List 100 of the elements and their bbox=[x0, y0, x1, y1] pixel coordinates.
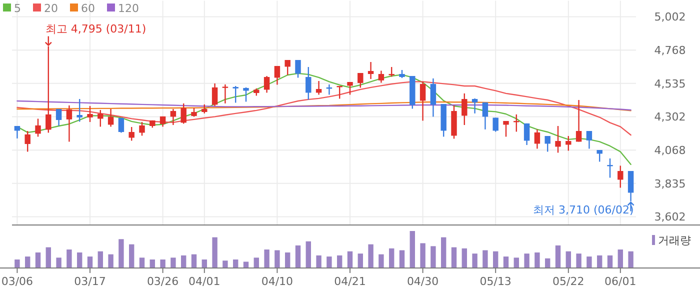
bar bbox=[233, 259, 238, 268]
x-tick-label: 03/26 bbox=[146, 275, 179, 288]
bar bbox=[87, 256, 93, 268]
candlestick bbox=[24, 130, 30, 152]
bar bbox=[285, 252, 290, 268]
legend-label: 5 bbox=[14, 2, 21, 15]
bar bbox=[181, 255, 186, 268]
line-series bbox=[16, 81, 632, 136]
x-tick-label: 04/10 bbox=[261, 275, 294, 288]
bar bbox=[254, 258, 259, 268]
bar bbox=[472, 254, 478, 268]
bar bbox=[618, 250, 623, 268]
bar bbox=[514, 258, 519, 268]
candlestick bbox=[306, 66, 312, 100]
candlestick bbox=[170, 108, 176, 126]
x-tick-label: 05/13 bbox=[480, 275, 512, 288]
y-tick-label: 4,302 bbox=[654, 110, 686, 124]
candlestick bbox=[586, 130, 592, 150]
candlestick bbox=[139, 121, 145, 136]
x-tick-label: 04/21 bbox=[334, 275, 366, 288]
bar bbox=[326, 256, 332, 268]
bar bbox=[243, 262, 249, 268]
bar bbox=[482, 250, 488, 268]
y-tick-label: 3,602 bbox=[654, 210, 686, 224]
x-tick-label: 05/22 bbox=[552, 275, 584, 288]
bar bbox=[555, 245, 561, 268]
bar bbox=[25, 256, 30, 268]
candlestick bbox=[576, 99, 582, 142]
bar bbox=[202, 259, 207, 268]
candlestick bbox=[534, 128, 540, 150]
candlestick bbox=[347, 81, 353, 96]
bar bbox=[576, 254, 582, 268]
bar bbox=[66, 250, 72, 268]
bar bbox=[264, 250, 270, 268]
bar bbox=[503, 256, 509, 268]
bar bbox=[358, 254, 363, 268]
bar bbox=[524, 254, 530, 268]
candlestick bbox=[46, 46, 52, 134]
candlestick bbox=[274, 65, 280, 86]
bar bbox=[118, 239, 124, 268]
candlestick bbox=[555, 125, 561, 154]
bar bbox=[399, 250, 405, 268]
bar bbox=[378, 254, 384, 268]
y-tick-label: 4,535 bbox=[654, 77, 686, 90]
y-tick-label: 4,068 bbox=[654, 144, 686, 158]
candlestick bbox=[462, 92, 468, 126]
y-tick-label: 4,768 bbox=[654, 44, 686, 58]
candlestick bbox=[295, 59, 301, 78]
bar bbox=[160, 259, 166, 268]
candlestick bbox=[378, 70, 384, 84]
candlestick bbox=[35, 118, 41, 138]
candlestick bbox=[243, 86, 249, 102]
candlestick bbox=[358, 72, 364, 88]
bar bbox=[306, 241, 311, 268]
bar bbox=[368, 244, 374, 268]
bar bbox=[212, 237, 218, 268]
candlestick bbox=[316, 80, 322, 96]
bar bbox=[35, 252, 41, 268]
bar bbox=[14, 259, 20, 268]
candlestick bbox=[98, 109, 104, 128]
x-tick-label: 04/30 bbox=[406, 275, 439, 288]
candlestick bbox=[76, 98, 82, 122]
bar bbox=[150, 259, 155, 268]
candlestick bbox=[264, 75, 270, 94]
bar bbox=[410, 231, 415, 268]
candlestick bbox=[118, 117, 124, 134]
candlestick bbox=[618, 165, 624, 188]
candlestick bbox=[524, 122, 530, 146]
bar bbox=[337, 255, 342, 268]
bar bbox=[628, 251, 634, 268]
candlestick bbox=[66, 104, 72, 142]
bar bbox=[607, 255, 613, 268]
bar bbox=[170, 258, 176, 268]
bar bbox=[420, 243, 426, 268]
candlestick bbox=[482, 102, 488, 130]
bar bbox=[451, 247, 457, 268]
bar bbox=[274, 250, 280, 268]
y-tick-label: 3,835 bbox=[654, 177, 686, 190]
x-tick-label: 03/17 bbox=[74, 275, 106, 288]
bar bbox=[222, 260, 228, 268]
candlestick bbox=[56, 108, 62, 126]
candlestick bbox=[544, 135, 550, 152]
candlestick bbox=[14, 125, 20, 140]
bar bbox=[430, 246, 436, 268]
bar bbox=[545, 258, 550, 268]
candlestick bbox=[180, 102, 186, 124]
candlestick bbox=[212, 82, 218, 107]
candlestick bbox=[628, 170, 634, 202]
bar bbox=[191, 254, 197, 268]
bar bbox=[462, 248, 467, 268]
bar bbox=[316, 255, 322, 268]
bar bbox=[586, 256, 592, 268]
candlestick bbox=[503, 120, 509, 138]
candlestick bbox=[284, 59, 290, 76]
bar bbox=[441, 237, 446, 268]
candlestick bbox=[430, 78, 436, 118]
bar bbox=[98, 251, 103, 268]
candlestick bbox=[87, 105, 93, 123]
candlestick bbox=[108, 108, 114, 128]
annotation: 최저 3,710 (06/02) bbox=[533, 203, 634, 216]
